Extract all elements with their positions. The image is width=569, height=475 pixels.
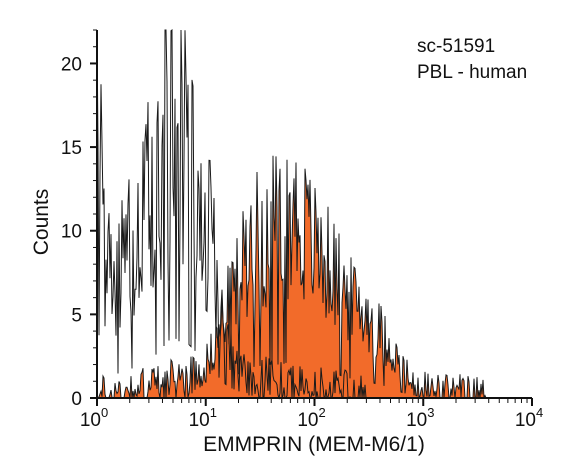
y-tick-label: 5 <box>71 305 82 326</box>
x-tick-label: 101 <box>189 405 217 431</box>
x-tick-base: 10 <box>80 410 101 431</box>
annotation-catalog: sc-51591 <box>417 36 495 57</box>
y-axis-label: Counts <box>30 189 53 256</box>
x-axis-label: EMMPRIN (MEM-M6/1) <box>203 433 425 456</box>
x-tick-exponent: 2 <box>318 405 325 420</box>
x-tick-exponent: 1 <box>210 405 217 420</box>
stained-histogram-fill <box>97 155 489 398</box>
x-tick-exponent: 4 <box>536 405 543 420</box>
y-tick-label: 15 <box>61 138 82 159</box>
control-histogram-outline <box>96 29 367 400</box>
y-tick-label: 10 <box>61 222 82 243</box>
x-tick-label: 104 <box>515 405 543 431</box>
y-tick-label: 20 <box>61 54 82 75</box>
plot-area <box>96 29 489 400</box>
annotation-sample: PBL - human <box>417 62 527 83</box>
stained-histogram-outline <box>97 155 489 399</box>
x-tick-base: 10 <box>406 410 427 431</box>
y-axis-ticks: 0 5 10 15 20 <box>61 29 97 410</box>
x-tick-label: 103 <box>406 405 434 431</box>
x-axis-ticks: 100 101 102 103 104 <box>80 398 543 431</box>
x-tick-exponent: 0 <box>101 405 108 420</box>
x-tick-base: 10 <box>189 410 210 431</box>
x-tick-base: 10 <box>297 410 318 431</box>
y-tick-label: 0 <box>71 389 82 410</box>
x-tick-label: 100 <box>80 405 108 431</box>
x-tick-exponent: 3 <box>427 405 434 420</box>
x-tick-label: 102 <box>297 405 325 431</box>
x-tick-base: 10 <box>515 410 536 431</box>
